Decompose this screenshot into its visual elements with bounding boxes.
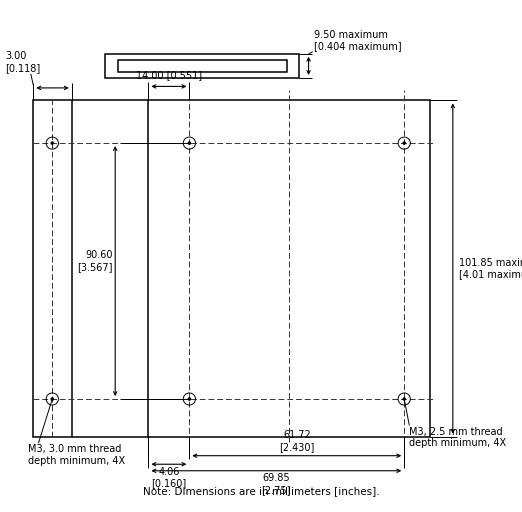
Text: 90.60
[3.567]: 90.60 [3.567]	[77, 250, 113, 272]
Text: M3, 2.5 mm thread
depth minimum, 4X: M3, 2.5 mm thread depth minimum, 4X	[409, 426, 506, 448]
Text: 3.00
[0.118]: 3.00 [0.118]	[5, 51, 41, 73]
Circle shape	[51, 398, 53, 400]
Text: Note: Dimensions are in millimeters [inches].: Note: Dimensions are in millimeters [inc…	[143, 486, 379, 496]
Circle shape	[188, 142, 191, 144]
Text: M3, 3.0 mm thread
depth minimum, 4X: M3, 3.0 mm thread depth minimum, 4X	[28, 444, 125, 466]
Text: 69.85
[2.75]: 69.85 [2.75]	[262, 473, 291, 495]
Circle shape	[188, 398, 191, 400]
Bar	[105, 54, 299, 78]
Bar	[33, 100, 72, 437]
Text: 101.85 maximum
[4.01 maximum]: 101.85 maximum [4.01 maximum]	[459, 258, 522, 280]
Circle shape	[51, 142, 53, 144]
Bar	[118, 60, 287, 72]
Text: 14.00 [0.551]: 14.00 [0.551]	[136, 70, 202, 80]
Circle shape	[403, 398, 406, 400]
Bar	[148, 100, 430, 437]
Text: 4.06
[0.160]: 4.06 [0.160]	[151, 467, 186, 488]
Text: 61.72
[2.430]: 61.72 [2.430]	[279, 430, 314, 452]
Text: 9.50 maximum
[0.404 maximum]: 9.50 maximum [0.404 maximum]	[314, 30, 401, 51]
Circle shape	[403, 142, 406, 144]
